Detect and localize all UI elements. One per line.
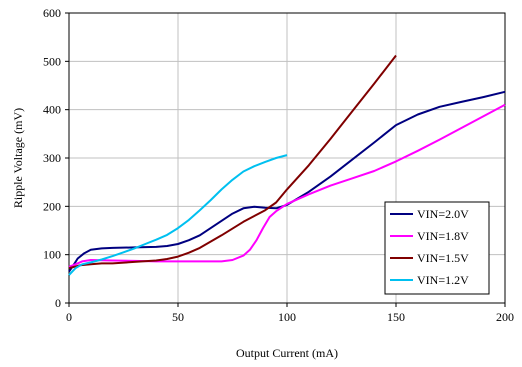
x-tick-label: 100 <box>278 310 296 324</box>
y-axis-label: Ripple Voltage (mV) <box>11 108 25 208</box>
series-line-vin-1-5v <box>68 54 397 270</box>
legend-label: VIN=2.0V <box>417 207 469 221</box>
series-line-vin-2-0v <box>68 90 506 273</box>
series-line-vin-1-2v <box>68 154 288 276</box>
y-tick-label: 600 <box>43 6 61 20</box>
legend: VIN=2.0V VIN=1.8V VIN=1.5V VIN=1.2V <box>384 201 490 295</box>
y-tick-label: 0 <box>55 296 61 310</box>
x-tick-label: 50 <box>172 310 184 324</box>
y-tick-label: 500 <box>43 54 61 68</box>
y-tick-label: 400 <box>43 103 61 117</box>
x-tick-label: 150 <box>387 310 405 324</box>
series-line-vin-1-8v <box>68 103 506 268</box>
y-tick-label: 300 <box>43 151 61 165</box>
legend-box <box>384 201 490 295</box>
series-lines <box>68 54 506 276</box>
legend-label: VIN=1.2V <box>417 273 469 287</box>
y-tick-labels: 0 100 200 300 400 500 600 <box>43 6 69 310</box>
x-tick-labels: 0 50 100 150 200 <box>66 303 514 324</box>
legend-label: VIN=1.8V <box>417 229 469 243</box>
x-axis-label: Output Current (mA) <box>236 346 338 360</box>
y-tick-label: 200 <box>43 199 61 213</box>
y-tick-label: 100 <box>43 248 61 262</box>
x-tick-label: 0 <box>66 310 72 324</box>
x-tick-label: 200 <box>496 310 514 324</box>
legend-label: VIN=1.5V <box>417 251 469 265</box>
